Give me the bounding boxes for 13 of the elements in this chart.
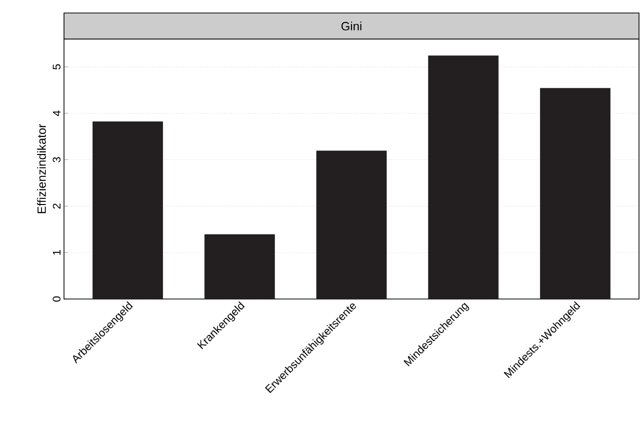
bar [540, 88, 610, 300]
chart-title: Gini [341, 22, 362, 30]
y-tick-label: 2 [52, 204, 60, 209]
bar [316, 150, 387, 300]
bar [204, 234, 275, 300]
y-tick-label: 4 [52, 110, 60, 116]
y-tick-label: 5 [52, 64, 60, 70]
y-tick-label: 3 [52, 157, 60, 162]
bar [428, 56, 499, 300]
bar [92, 121, 163, 300]
y-tick-label: 0 [52, 296, 60, 302]
y-axis-title: Effizienzindikator [37, 124, 46, 214]
y-tick-label: 1 [52, 250, 60, 255]
